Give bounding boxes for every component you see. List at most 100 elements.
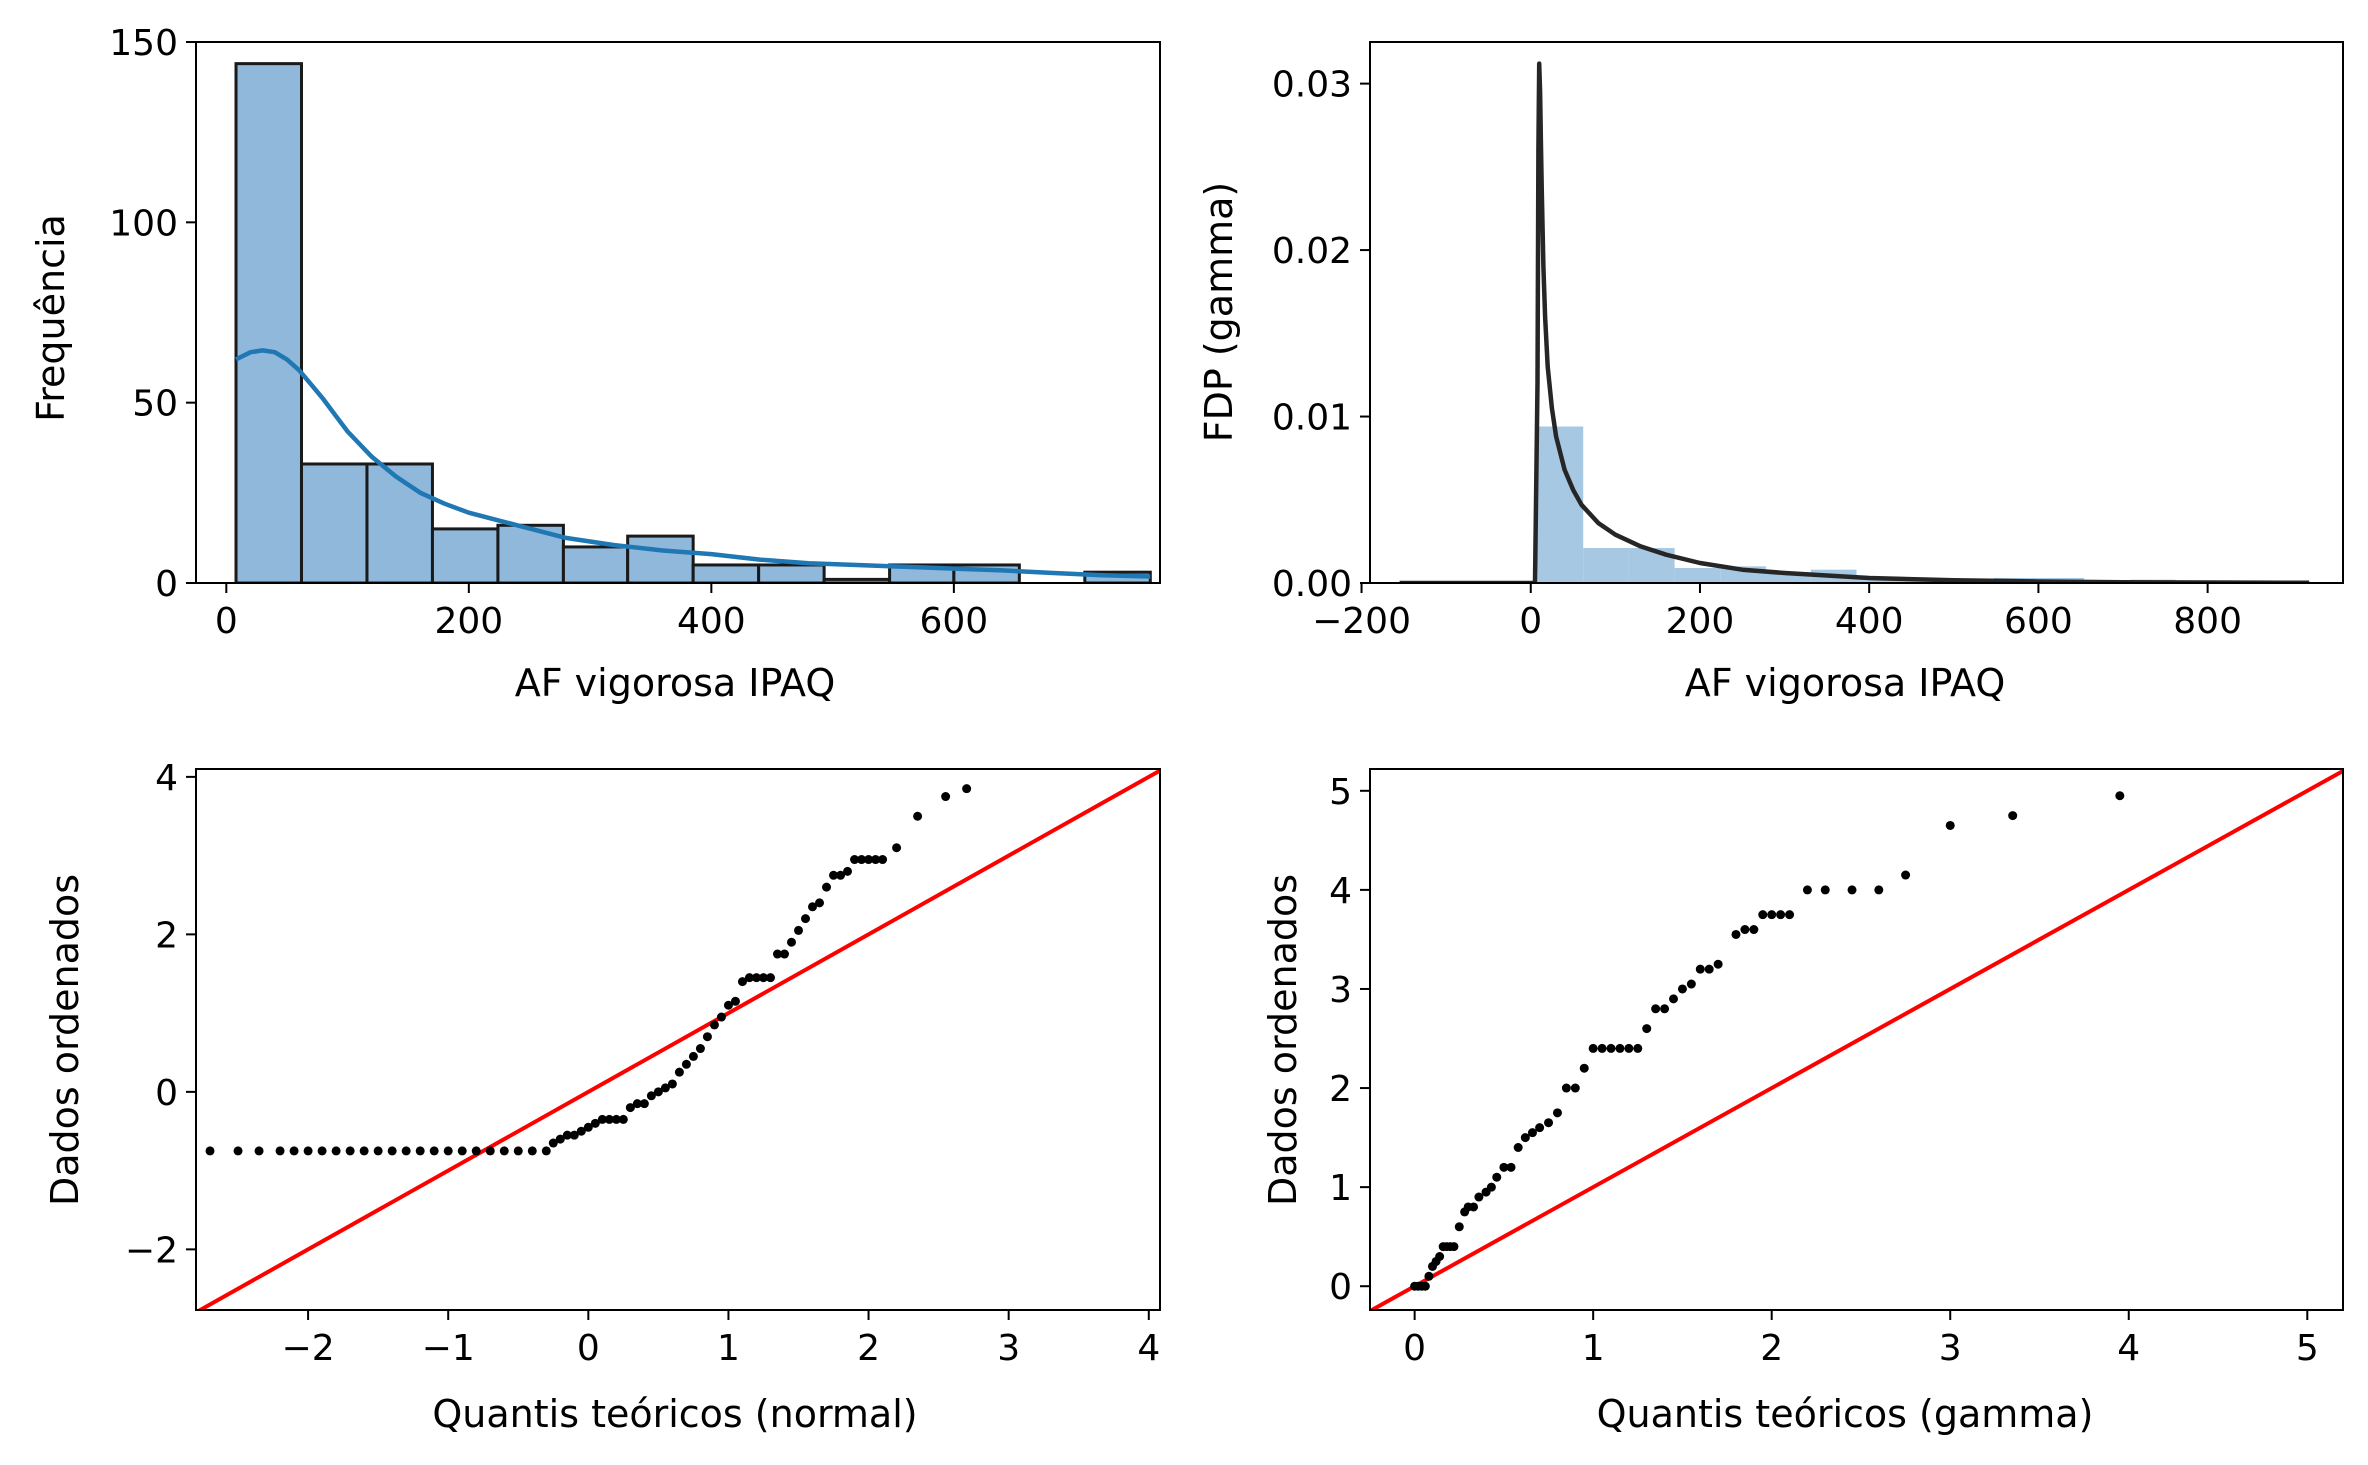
qq-point <box>878 855 888 865</box>
qq-point <box>1713 959 1723 969</box>
qq-point <box>815 898 825 908</box>
density-bar <box>1674 568 1721 583</box>
y-tick-label: 0.00 <box>1272 564 1352 605</box>
qq-point <box>1820 885 1830 895</box>
qq-point <box>1486 1182 1496 1192</box>
qq-point <box>513 1146 523 1156</box>
x-tick-label: 3 <box>1939 1328 1962 1369</box>
qq-point <box>2115 791 2125 801</box>
qq-point <box>1776 910 1786 920</box>
qq-point <box>401 1146 411 1156</box>
y-axis-label: Dados ordenados <box>43 874 87 1206</box>
qq-point <box>1749 925 1759 935</box>
x-tick-label: 800 <box>2173 601 2242 642</box>
qq-point <box>499 1146 509 1156</box>
x-tick-label: 4 <box>2117 1328 2140 1369</box>
qq-point <box>772 949 782 959</box>
x-tick-label: 400 <box>677 601 746 642</box>
qq-point <box>2008 811 2018 821</box>
qq-point <box>1588 1043 1598 1053</box>
qq-point <box>941 792 951 802</box>
qq-point <box>857 855 867 865</box>
y-tick-label: 50 <box>132 384 178 425</box>
qq-point <box>667 1079 677 1089</box>
qq-point <box>709 1020 719 1030</box>
x-tick-label: 0 <box>577 1328 600 1369</box>
qq-point <box>1740 925 1750 935</box>
qq-point <box>548 1138 558 1148</box>
qq-point <box>485 1146 495 1156</box>
y-tick-label: 5 <box>1329 772 1352 813</box>
qq-point <box>576 1126 586 1136</box>
x-tick-label: −1 <box>422 1328 475 1369</box>
qq-point <box>1615 1043 1625 1053</box>
qq-point <box>1642 1024 1652 1034</box>
qq-point <box>864 855 874 865</box>
x-tick-label: 0 <box>1403 1328 1426 1369</box>
axes-frame <box>1369 41 2344 584</box>
qq-point <box>702 1032 712 1042</box>
gamma-density-panel: AF vigorosa IPAQ FDP (gamma) −200 0 200 400… <box>1197 41 2344 705</box>
qq-point <box>688 1051 698 1061</box>
qq-point <box>632 1099 642 1109</box>
qq-point <box>1469 1202 1479 1212</box>
gamma-qq-panel: Quantis teóricos (gamma) Dados ordenados… <box>1261 768 2344 1436</box>
qq-point <box>646 1091 656 1101</box>
qq-point <box>583 1122 593 1132</box>
qq-point <box>1535 1123 1545 1133</box>
y-tick-label: 0 <box>155 1073 178 1114</box>
x-tick-label: 600 <box>920 601 989 642</box>
axes-frame <box>195 768 1161 1311</box>
qq-point <box>1945 820 1955 830</box>
y-axis-label: FDP (gamma) <box>1197 182 1241 443</box>
x-tick-label: −200 <box>1312 601 1411 642</box>
qq-point <box>730 996 740 1006</box>
qq-point <box>674 1067 684 1077</box>
x-tick-label: 0 <box>1519 601 1542 642</box>
x-tick-label: 1 <box>717 1328 740 1369</box>
x-tick-label: 5 <box>2296 1328 2319 1369</box>
qq-point <box>653 1087 663 1097</box>
gamma-pdf-curve <box>1399 61 2310 583</box>
qq-point <box>794 925 803 935</box>
qq-point <box>562 1130 572 1140</box>
qq-point <box>716 1012 726 1022</box>
histogram-bar <box>691 563 761 583</box>
qq-point <box>779 949 789 959</box>
qq-point <box>850 855 860 865</box>
y-axis-label: Frequência <box>29 214 73 422</box>
qq-point <box>303 1146 313 1156</box>
qq-point <box>1513 1143 1523 1153</box>
histogram-bar <box>561 545 630 583</box>
x-axis-label: AF vigorosa IPAQ <box>515 661 835 705</box>
x-axis-label: AF vigorosa IPAQ <box>1685 661 2005 705</box>
qq-point <box>871 855 881 865</box>
plot-area <box>234 62 1152 583</box>
qq-point <box>254 1146 264 1156</box>
qq-point <box>1874 885 1884 895</box>
qq-point <box>660 1083 670 1093</box>
y-tick-label: 1 <box>1329 1168 1352 1209</box>
reference-line <box>196 769 1160 1310</box>
qq-point <box>1435 1251 1445 1261</box>
qq-point <box>1492 1172 1502 1182</box>
qq-point <box>1847 885 1857 895</box>
histogram-bar <box>626 534 695 583</box>
qq-point <box>569 1130 579 1140</box>
qq-point <box>962 784 972 794</box>
qq-point <box>604 1114 614 1124</box>
qq-point <box>1506 1162 1516 1172</box>
qq-point <box>639 1099 649 1109</box>
plot-area <box>1370 769 2343 1310</box>
plot-area <box>1399 61 2310 583</box>
y-tick-label: 0.03 <box>1272 65 1352 106</box>
x-tick-label: 200 <box>434 601 503 642</box>
y-tick-label: 0.01 <box>1272 398 1352 439</box>
qq-point <box>345 1146 355 1156</box>
qq-point <box>1449 1242 1459 1252</box>
qq-point <box>205 1146 215 1156</box>
x-tick-label: 2 <box>857 1328 880 1369</box>
qq-point <box>415 1146 425 1156</box>
kde-curve <box>235 348 1151 579</box>
